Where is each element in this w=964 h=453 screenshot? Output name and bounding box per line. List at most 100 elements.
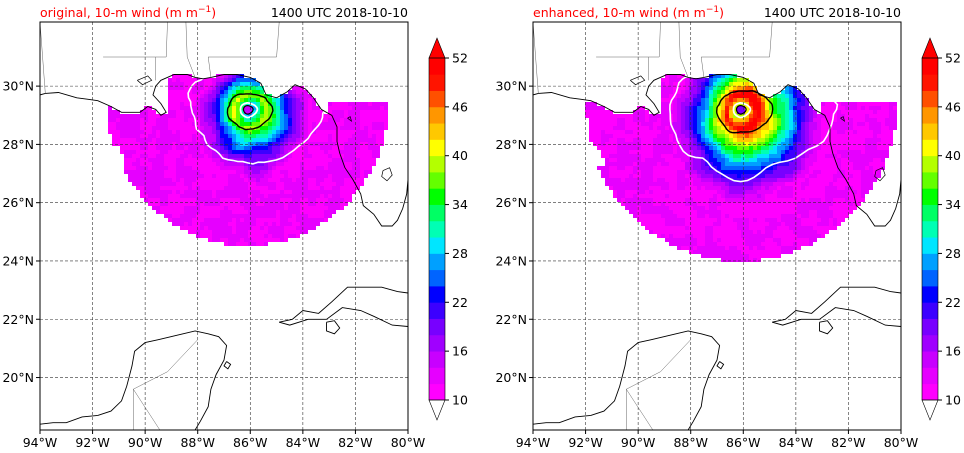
x-tick-label: 86°W	[726, 435, 761, 450]
colorbar-segment	[922, 351, 938, 368]
colorbar-segment	[429, 58, 445, 75]
colorbar-segment	[429, 237, 445, 254]
x-tick-label: 88°W	[673, 435, 708, 450]
colorbar-tick-label: 28	[945, 246, 961, 261]
colorbar-segment	[922, 58, 938, 75]
colorbar-segment	[429, 367, 445, 385]
panel-title-right: 1400 UTC 2018-10-10	[764, 5, 901, 20]
panel-title-left: enhanced, 10-m wind (m m−1)	[533, 5, 724, 20]
colorbar-segment	[429, 90, 445, 108]
x-tick-label: 82°W	[831, 435, 866, 450]
colorbar-segment	[429, 286, 445, 303]
colorbar-tick-label: 22	[452, 295, 468, 310]
y-tick-label: 24°N	[495, 253, 527, 268]
colorbar-segment	[922, 74, 938, 91]
colorbar-segment	[922, 269, 938, 287]
wind-field	[585, 74, 897, 262]
colorbar-segment	[922, 204, 938, 222]
colorbar-segment	[429, 123, 445, 140]
colorbar-segment	[922, 106, 938, 124]
colorbar-tick-label: 22	[945, 295, 961, 310]
panel-title-left: original, 10-m wind (m m−1)	[40, 5, 216, 20]
colorbar-segment	[429, 302, 445, 319]
colorbar-segment	[922, 123, 938, 140]
colorbar-segment	[429, 334, 445, 352]
gridlines	[533, 22, 901, 430]
map-frame	[532, 21, 902, 431]
colorbar-tick-label: 16	[452, 344, 468, 359]
colorbar-tick-label: 34	[945, 197, 961, 212]
x-tick-label: 84°W	[779, 435, 814, 450]
y-tick-label: 30°N	[495, 79, 527, 94]
colorbar-segment	[922, 172, 938, 189]
colorbar: 10 16 22 28 34 40 46 52	[921, 37, 961, 421]
colorbar-segment	[922, 237, 938, 254]
panel-original: 94°W 92°W 90°W 88°W 86°W 84°W 82°W 80°W 20°N 22°N…	[2, 5, 467, 450]
colorbar-segment	[922, 188, 938, 205]
colorbar-segment	[429, 220, 445, 238]
colorbar-segment	[922, 139, 938, 157]
gridlines	[40, 22, 408, 430]
colorbar-segment	[922, 286, 938, 303]
colorbar-tick-label: 28	[452, 246, 468, 261]
x-tick-label: 90°W	[621, 435, 656, 450]
map-frame	[39, 21, 409, 431]
colorbar-tick-label: 16	[945, 344, 961, 359]
x-tick-label: 84°W	[286, 435, 321, 450]
panel-title-right: 1400 UTC 2018-10-10	[271, 5, 408, 20]
x-tick-label: 86°W	[233, 435, 268, 450]
colorbar: 10 16 22 28 34 40 46 52	[428, 37, 468, 421]
x-tick-label: 94°W	[516, 435, 551, 450]
colorbar-segment	[922, 367, 938, 385]
y-tick-label: 28°N	[2, 137, 34, 152]
x-tick-label: 80°W	[884, 435, 919, 450]
colorbar-segment	[922, 334, 938, 352]
y-tick-label: 22°N	[495, 312, 527, 327]
colorbar-tick-label: 10	[945, 393, 961, 408]
colorbar-extend-min	[921, 399, 939, 421]
colorbar-segment	[429, 106, 445, 124]
colorbar-segment	[922, 318, 938, 336]
colorbar-segment	[429, 172, 445, 189]
colorbar-segment	[429, 253, 445, 271]
colorbar-segment	[429, 139, 445, 157]
coastlines	[533, 22, 901, 430]
y-tick-label: 28°N	[495, 137, 527, 152]
colorbar-segment	[922, 302, 938, 319]
y-tick-label: 24°N	[2, 253, 34, 268]
y-tick-label: 30°N	[2, 79, 34, 94]
colorbar-segment	[429, 383, 445, 401]
colorbar-segment	[922, 383, 938, 401]
x-tick-label: 92°W	[75, 435, 110, 450]
coastlines	[40, 22, 408, 430]
colorbar-segment	[429, 188, 445, 205]
colorbar-segment	[922, 220, 938, 238]
colorbar-tick-label: 46	[452, 99, 468, 114]
colorbar-segment	[429, 318, 445, 336]
colorbar-extend-max	[921, 37, 939, 59]
colorbar-segment	[429, 351, 445, 368]
x-tick-label: 80°W	[391, 435, 426, 450]
y-tick-label: 26°N	[495, 195, 527, 210]
colorbar-extend-max	[428, 37, 446, 59]
colorbar-segment	[429, 269, 445, 287]
colorbar-tick-label: 52	[452, 51, 468, 66]
colorbar-tick-label: 10	[452, 393, 468, 408]
x-tick-label: 82°W	[338, 435, 373, 450]
colorbar-tick-label: 40	[945, 148, 961, 163]
x-tick-label: 94°W	[23, 435, 58, 450]
x-tick-label: 88°W	[180, 435, 215, 450]
colorbar-extend-min	[428, 399, 446, 421]
colorbar-tick-label: 46	[945, 99, 961, 114]
x-tick-label: 90°W	[128, 435, 163, 450]
colorbar-segment	[922, 253, 938, 271]
colorbar-segment	[922, 90, 938, 108]
colorbar-segment	[429, 204, 445, 222]
panel-enhanced: 94°W 92°W 90°W 88°W 86°W 84°W 82°W 80°W 20°N 22°N…	[495, 5, 960, 450]
y-tick-label: 20°N	[2, 370, 34, 385]
colorbar-segment	[429, 74, 445, 91]
colorbar-segment	[429, 155, 445, 173]
colorbar-tick-label: 52	[945, 51, 961, 66]
colorbar-tick-label: 34	[452, 197, 468, 212]
